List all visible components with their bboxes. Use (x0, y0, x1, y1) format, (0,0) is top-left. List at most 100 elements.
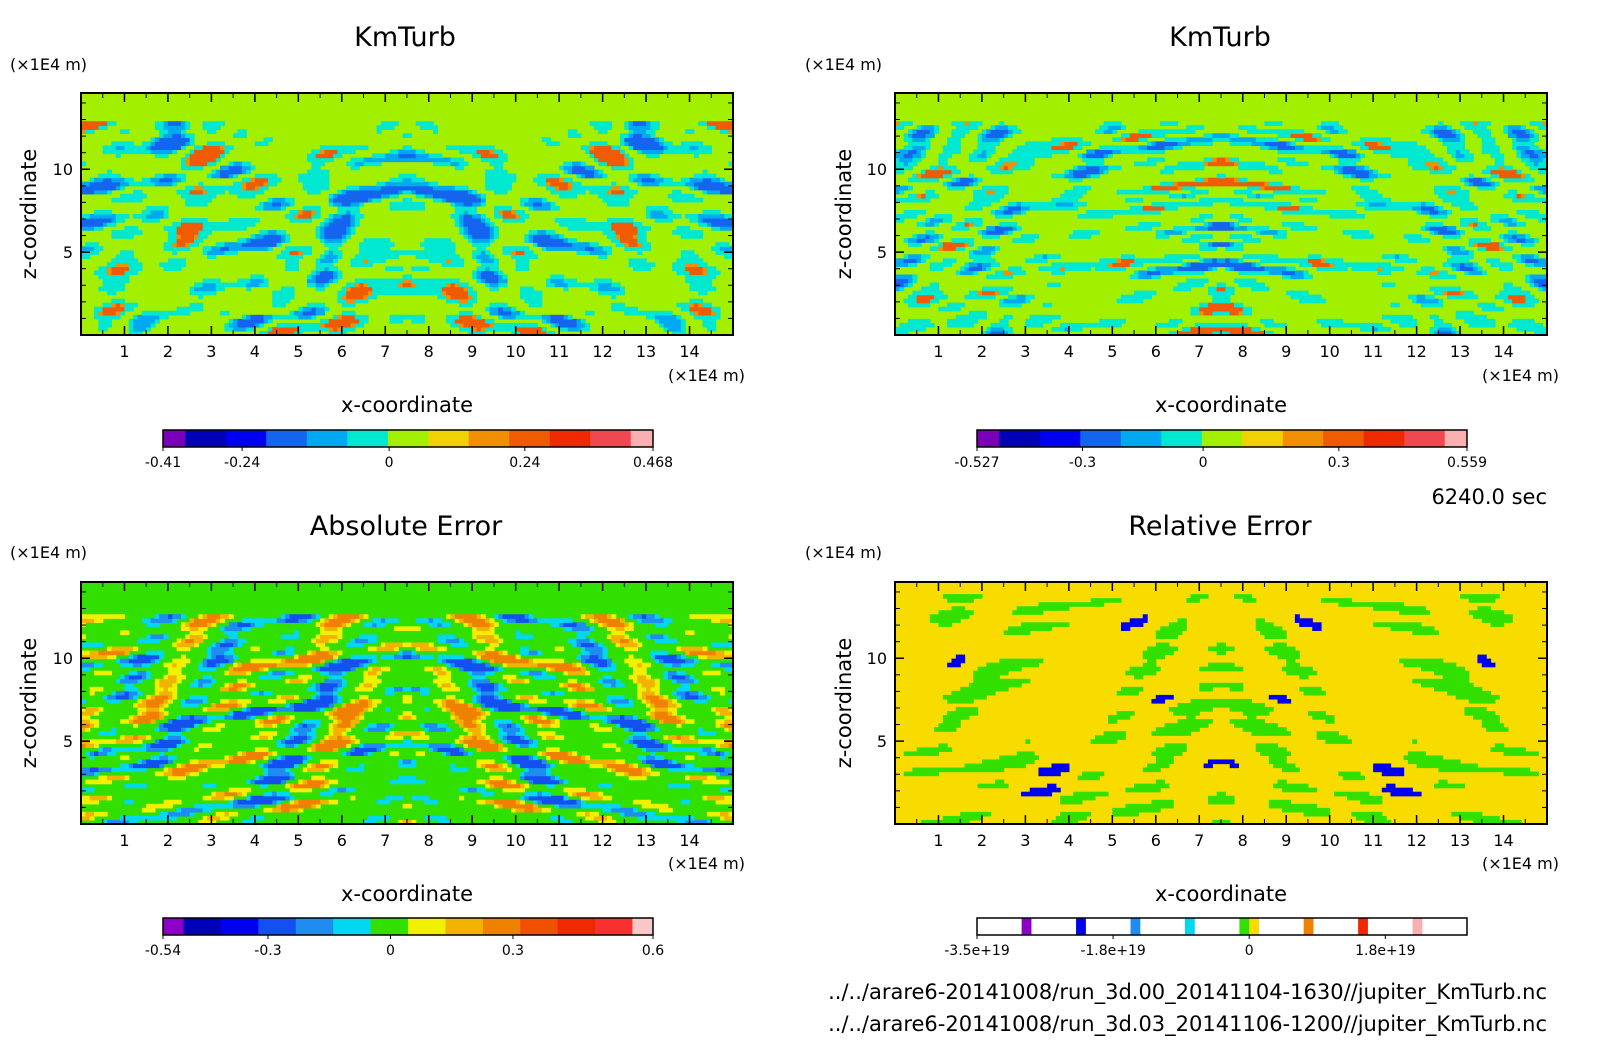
colorbar-swatch (1085, 918, 1131, 935)
field-cells (81, 614, 734, 825)
field-cells (895, 121, 1548, 336)
z-tick-label: 5 (877, 732, 887, 751)
z-tick-label: 5 (63, 243, 73, 262)
x-tick-label: 3 (206, 342, 216, 361)
colorbar-swatch (1367, 918, 1413, 935)
colorbar-tick-label: -0.41 (145, 455, 181, 471)
x-unit-label: (×1E4 m) (1482, 854, 1559, 873)
colorbar-tick-label: 0 (386, 943, 395, 959)
heatmap-field (81, 582, 734, 825)
panel-bottom-right: Relative Error (×1E4 m) 1 2 3 4 5 6 7 8 9 10 11 12 1… (805, 511, 1559, 959)
colorbar-swatch (1313, 918, 1359, 935)
colorbar-swatch (977, 430, 1000, 447)
z-unit-label: (×1E4 m) (10, 543, 87, 562)
colorbar-swatch (1201, 430, 1243, 447)
colorbar-swatch (557, 918, 596, 935)
colorbar-swatch (1363, 430, 1405, 447)
colorbar-swatch (1039, 430, 1081, 447)
x-tick-label: 2 (977, 342, 987, 361)
colorbar-tick-label: 0.3 (1328, 455, 1350, 471)
colorbar-swatch (163, 430, 186, 447)
colorbar-tick-label: -3.5e+19 (944, 943, 1009, 959)
colorbar-swatch (1161, 430, 1203, 447)
field-cells (903, 594, 1539, 825)
z-tick-label: 10 (867, 649, 887, 668)
heatmap-field (895, 93, 1548, 336)
colorbar-swatch (1404, 430, 1446, 447)
colorbar: -0.54 -0.3 0 0.3 0.6 (145, 917, 664, 959)
colorbar-swatch (185, 430, 227, 447)
colorbar: -0.527 -0.3 0 0.3 0.559 (954, 429, 1487, 471)
colorbar-tick-label: 0 (1199, 455, 1208, 471)
colorbar-swatch (220, 918, 259, 935)
x-tick-label: 13 (636, 342, 656, 361)
x-tick-label: 1 (119, 831, 129, 850)
colorbar-swatch (183, 918, 222, 935)
colorbar-swatch (1282, 430, 1324, 447)
colorbar-swatch (306, 430, 348, 447)
z-unit-label: (×1E4 m) (805, 55, 882, 74)
colorbar-swatch (1194, 918, 1240, 935)
panel-bottom-left: Absolute Error (×1E4 m) 1 2 3 4 5 6 7 8 9 10 11 12 1… (10, 511, 745, 959)
x-tick-label: 3 (206, 831, 216, 850)
x-tick-label: 4 (1064, 831, 1074, 850)
z-axis-label: z-coordinate (17, 149, 41, 280)
colorbar-swatch (163, 918, 184, 935)
panel-title: Relative Error (1128, 511, 1312, 542)
x-tick-label: 7 (1194, 342, 1204, 361)
colorbar-tick-label: 1.8e+19 (1355, 943, 1415, 959)
heatmap-field (81, 93, 734, 336)
colorbar-swatch (1303, 918, 1314, 935)
colorbar-tick-label: 0.6 (642, 943, 664, 959)
x-tick-label: 12 (592, 831, 612, 850)
colorbar-tick-label: 0.24 (509, 455, 540, 471)
colorbar-swatch (1080, 430, 1122, 447)
x-tick-label: 1 (933, 342, 943, 361)
colorbar-swatch (1140, 918, 1186, 935)
x-tick-label: 12 (1406, 831, 1426, 850)
heatmap-field (895, 582, 1547, 825)
x-tick-label: 2 (163, 342, 173, 361)
x-axis-label: x-coordinate (1155, 882, 1287, 906)
x-tick-label: 1 (119, 342, 129, 361)
colorbar-swatch (1130, 918, 1141, 935)
colorbar-tick-label: 0.3 (502, 943, 524, 959)
z-axis-label: z-coordinate (832, 149, 856, 280)
colorbar-frame (976, 917, 1468, 936)
x-tick-label: 5 (293, 831, 303, 850)
x-unit-label: (×1E4 m) (668, 366, 745, 385)
file-path-2: ../../arare6-20141008/run_3d.03_20141106… (828, 1012, 1547, 1037)
x-tick-label: 6 (337, 831, 347, 850)
x-unit-label: (×1E4 m) (668, 854, 745, 873)
colorbar-tick-label: 0 (385, 455, 394, 471)
colorbar-swatch (509, 430, 551, 447)
colorbar-frame (162, 429, 654, 448)
x-tick-label: 9 (1281, 342, 1291, 361)
colorbar-swatch (1242, 430, 1284, 447)
x-tick-label: 13 (1450, 831, 1470, 850)
colorbar-swatch (333, 918, 371, 935)
x-tick-label: 3 (1020, 342, 1030, 361)
colorbar-swatch (408, 918, 446, 935)
x-tick-label: 14 (1493, 342, 1513, 361)
colorbar-swatch (1120, 430, 1162, 447)
x-tick-label: 14 (679, 342, 699, 361)
colorbar-swatch (468, 430, 510, 447)
z-axis-label: z-coordinate (832, 638, 856, 769)
x-tick-label: 6 (1151, 342, 1161, 361)
colorbar-tick-label: -0.3 (1069, 455, 1096, 471)
colorbar-swatch (1239, 918, 1250, 935)
x-tick-label: 7 (1194, 831, 1204, 850)
x-tick-label: 7 (380, 831, 390, 850)
x-tick-label: 4 (250, 342, 260, 361)
x-tick-label: 11 (1363, 831, 1383, 850)
colorbar-swatch (1422, 918, 1468, 935)
z-tick-label: 10 (53, 649, 73, 668)
x-tick-label: 2 (163, 831, 173, 850)
x-tick-label: 10 (505, 342, 525, 361)
x-tick-label: 14 (679, 831, 699, 850)
